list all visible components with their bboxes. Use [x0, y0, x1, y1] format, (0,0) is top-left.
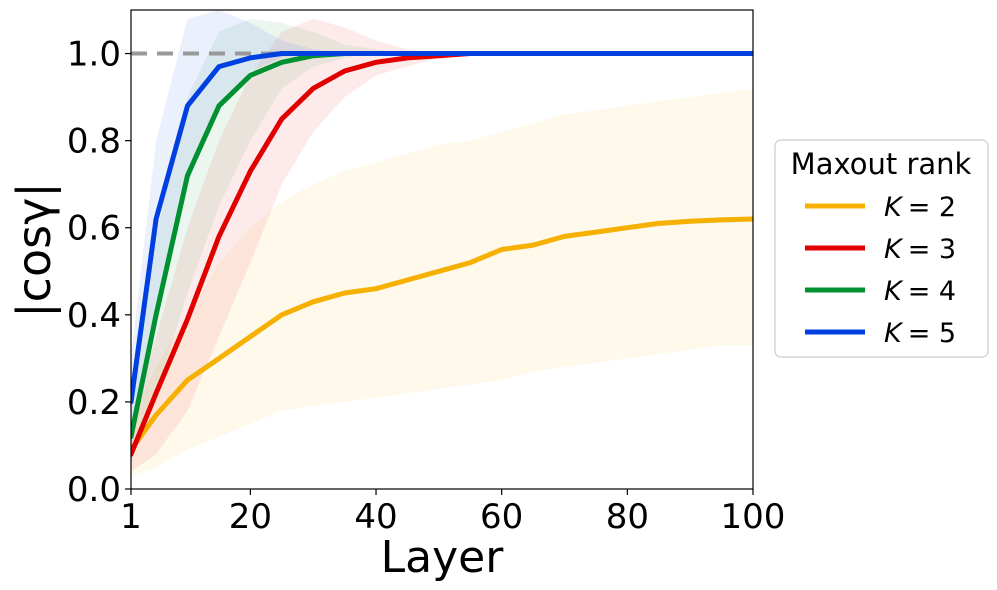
band-k3 [131, 18, 753, 472]
y-tick-label: 0.0 [67, 470, 121, 510]
y-tick-label: 1.0 [67, 35, 121, 75]
legend-label-k2: K = 2 [884, 192, 956, 223]
y-axis-label: |cosγ| [7, 182, 62, 318]
y-tick-label: 0.8 [67, 122, 121, 162]
x-tick-label: 60 [480, 497, 523, 537]
x-tick-label: 100 [721, 497, 786, 537]
band-k2 [131, 88, 753, 476]
plot-frame [130, 9, 754, 490]
y-axis: 0.0 0.2 0.4 0.6 0.8 1.0 [67, 35, 131, 510]
legend-box [774, 139, 989, 358]
legend-label-k5: K = 5 [884, 318, 956, 349]
legend-label-k3: K = 3 [884, 234, 956, 265]
legend: Maxout rank K = 2 K = 3 K = 4 K = 5 [774, 139, 989, 358]
legend-title: Maxout rank [791, 147, 972, 181]
confidence-bands [131, 10, 753, 476]
series-line-k5 [131, 51, 753, 405]
series-line-k2 [131, 216, 753, 453]
x-axis: 1 20 40 60 80 100 [120, 489, 785, 537]
x-tick-label: 80 [606, 497, 649, 537]
legend-label-k4: K = 4 [884, 276, 956, 307]
y-tick-label: 0.4 [67, 296, 121, 336]
x-axis-label: Layer [381, 532, 505, 583]
x-tick-label: 40 [354, 497, 397, 537]
y-tick-label: 0.2 [67, 383, 121, 423]
x-tick-label: 20 [229, 497, 272, 537]
x-tick-label: 1 [120, 497, 142, 537]
y-tick-label: 0.6 [67, 209, 121, 249]
series-lines [131, 51, 753, 457]
